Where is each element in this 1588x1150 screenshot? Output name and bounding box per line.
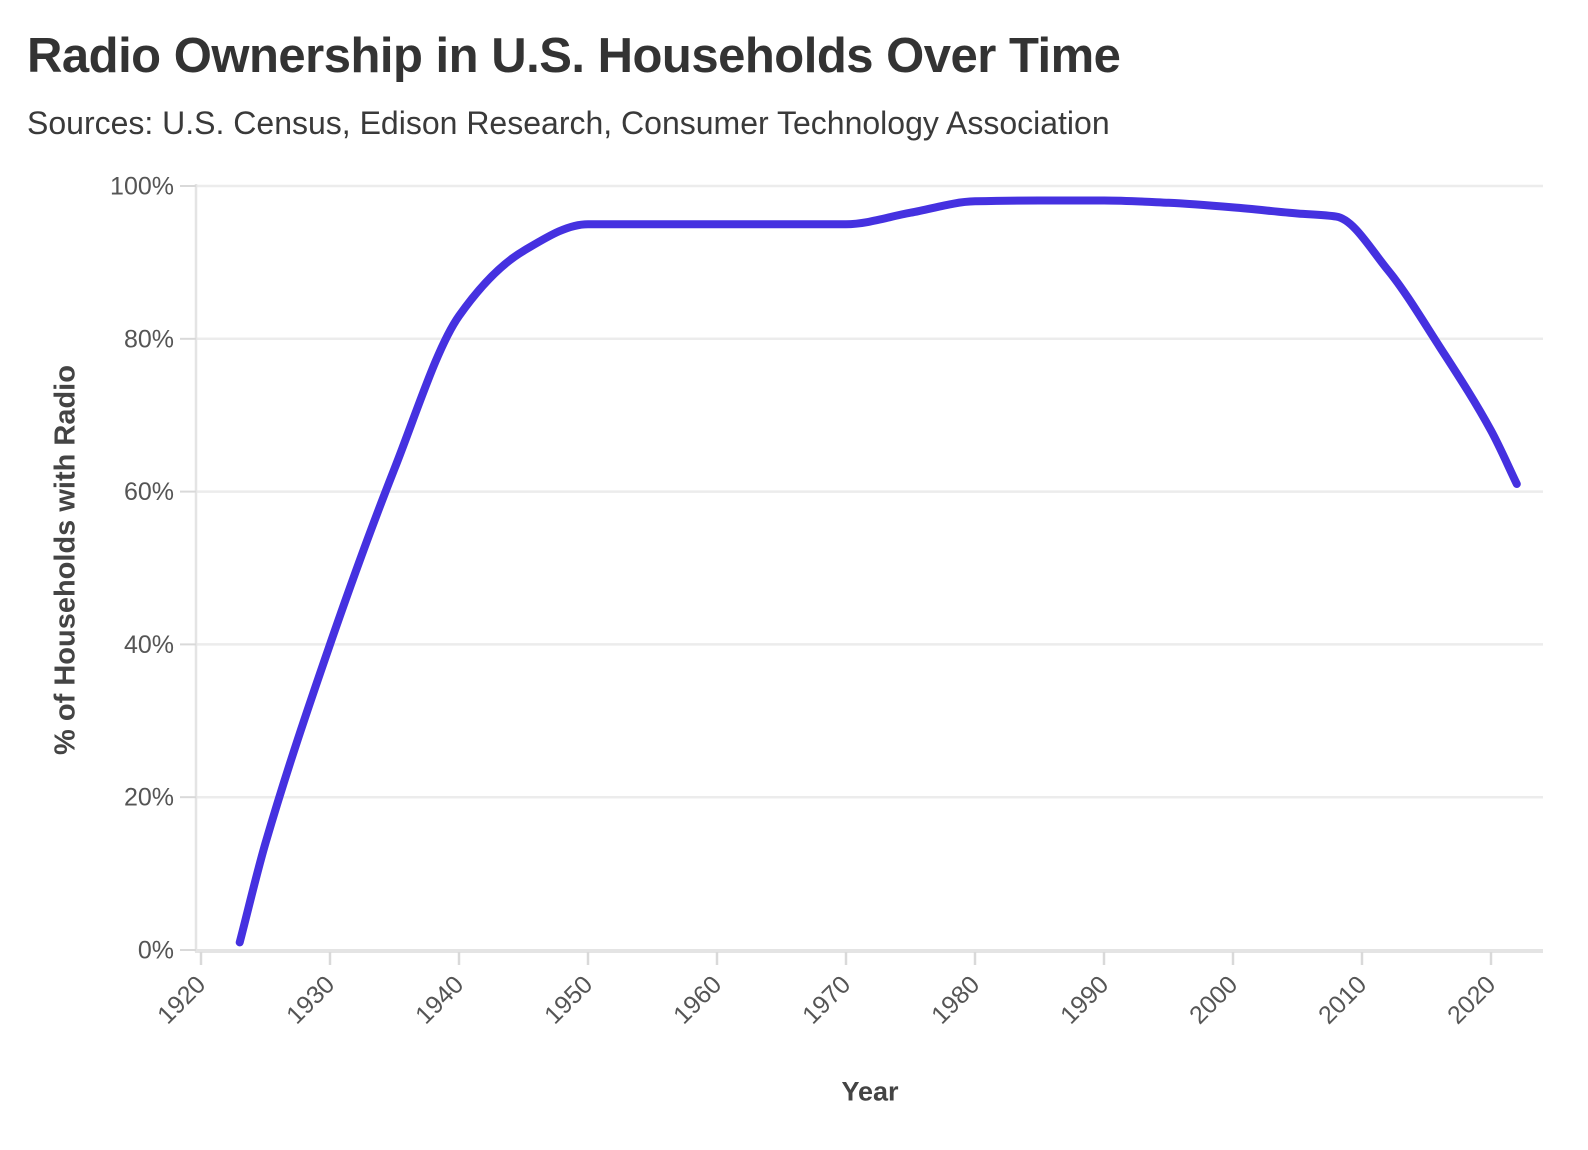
y-tick-label: 60% xyxy=(124,478,174,506)
chart-subtitle: Sources: U.S. Census, Edison Research, C… xyxy=(27,105,1110,141)
x-tick-label: 2020 xyxy=(1442,970,1501,1029)
x-tick-label: 1920 xyxy=(152,970,211,1029)
x-axis-title: Year xyxy=(841,1076,899,1107)
y-tick-label: 20% xyxy=(124,784,174,812)
x-tick-label: 2010 xyxy=(1313,970,1372,1029)
y-tick-label: 100% xyxy=(110,173,174,201)
x-tick-label: 2000 xyxy=(1184,970,1243,1029)
y-tick-label: 0% xyxy=(138,937,174,965)
y-tick-label: 40% xyxy=(124,631,174,659)
x-tick-label: 1950 xyxy=(539,970,598,1029)
y-tick-label: 80% xyxy=(124,325,174,353)
chart-title: Radio Ownership in U.S. Households Over … xyxy=(27,29,1121,83)
data-line xyxy=(235,196,1521,947)
x-tick-label: 1940 xyxy=(410,970,469,1029)
x-tick-label: 1970 xyxy=(797,970,856,1029)
x-tick-label: 1980 xyxy=(926,970,985,1029)
x-tick-label: 1930 xyxy=(281,970,340,1029)
x-tick-label: 1990 xyxy=(1055,970,1114,1029)
x-tick-label: 1960 xyxy=(668,970,727,1029)
